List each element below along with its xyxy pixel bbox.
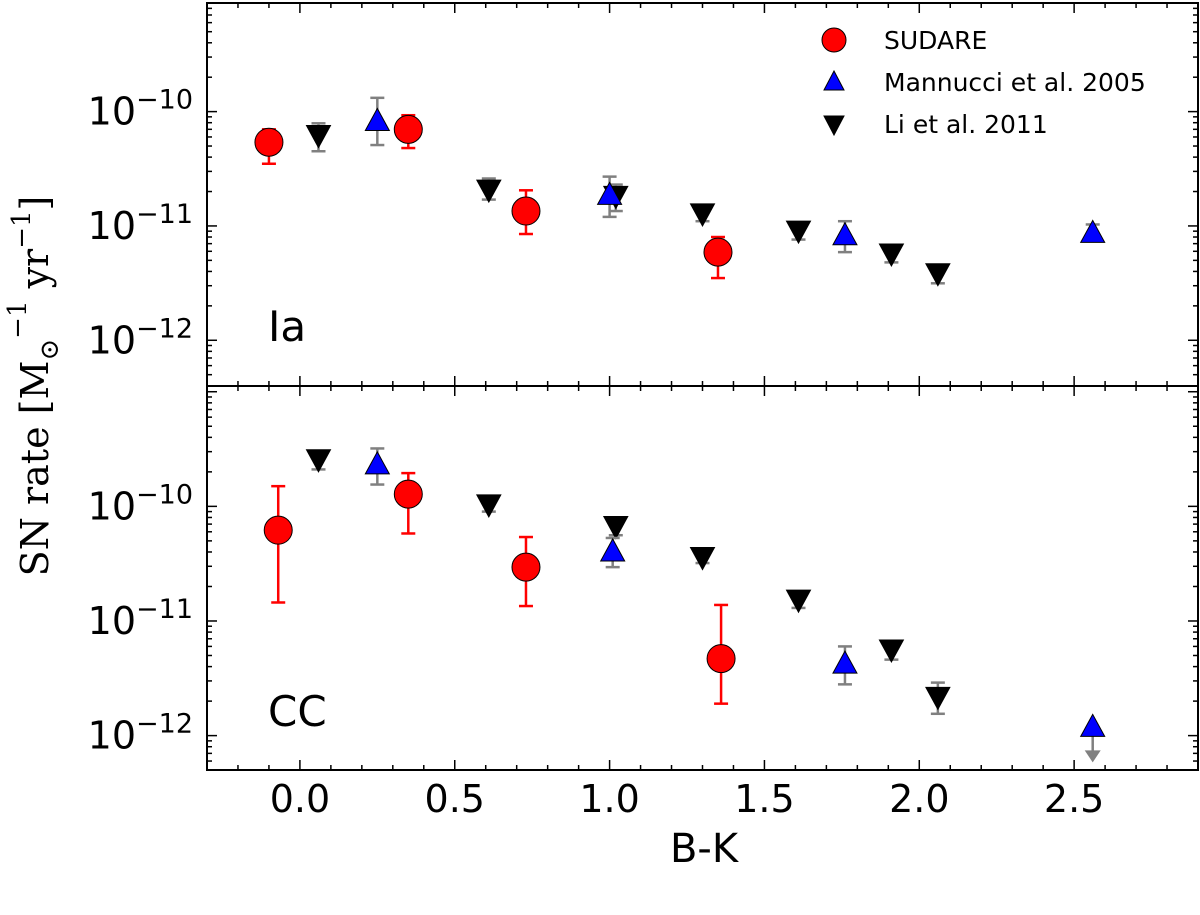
marker-triangle-down <box>475 494 502 518</box>
data-point <box>602 516 629 540</box>
y-tick-label: 10−10 <box>88 85 193 134</box>
legend: SUDARE Mannucci et al. 2005 Li et al. 2011 <box>821 26 1146 139</box>
y-tick-label: 10−11 <box>88 594 193 643</box>
data-point <box>305 449 332 473</box>
data-point <box>393 113 423 150</box>
series-mannucci <box>364 447 1106 763</box>
panels-layer: 10−10 10−11 10−12 Ia 10−10 10−11 10−12 CC 0.0 0.5… <box>88 2 1199 821</box>
marker-circle <box>393 114 423 144</box>
x-tick-label: 2.0 <box>889 777 949 821</box>
data-point <box>785 220 812 245</box>
data-point <box>925 263 951 287</box>
data-point <box>599 536 626 569</box>
data-point <box>878 243 905 268</box>
data-point <box>878 639 905 664</box>
data-point <box>832 645 858 686</box>
x-tick-labels: 0.0 0.5 1.0 1.5 2.0 2.5 <box>270 777 1105 821</box>
y-tick-label: 10−12 <box>88 313 193 362</box>
data-point <box>263 484 293 604</box>
marker-triangle-up <box>832 650 858 674</box>
plot-frame <box>206 2 1199 387</box>
marker-triangle-down <box>878 639 905 664</box>
legend-marker <box>823 115 845 137</box>
marker-triangle-up <box>599 537 626 562</box>
marker-triangle-up <box>1079 713 1106 737</box>
data-point <box>511 535 541 608</box>
legend-entry-sudare: SUDARE <box>821 26 987 55</box>
marker-circle <box>263 515 293 545</box>
marker-triangle-up <box>364 107 391 131</box>
y-tick-label: 10−12 <box>88 709 193 758</box>
data-point <box>703 235 733 280</box>
panel-ia: 10−10 10−11 10−12 Ia <box>88 2 1199 387</box>
marker-triangle-down <box>785 589 812 614</box>
data-point <box>475 494 502 518</box>
panel-label: CC <box>268 687 327 736</box>
marker-triangle-down <box>305 125 332 149</box>
marker-triangle-down <box>925 263 951 287</box>
marker-circle <box>706 644 736 674</box>
data-point <box>832 219 858 254</box>
marker-triangle-down <box>785 220 812 245</box>
data-point <box>305 122 332 153</box>
marker-triangle-up <box>1079 219 1106 243</box>
legend-marker <box>823 69 845 91</box>
data-point <box>925 681 951 716</box>
panel-label: Ia <box>268 302 306 351</box>
legend-label: Mannucci et al. 2005 <box>884 68 1146 97</box>
marker-triangle-down <box>925 686 951 711</box>
marker-circle <box>703 237 733 267</box>
marker-triangle-down <box>305 449 332 473</box>
data-point <box>596 175 623 219</box>
data-point <box>254 127 284 165</box>
legend-label: SUDARE <box>884 26 987 55</box>
legend-marker <box>821 27 847 53</box>
x-tick-label: 1.5 <box>734 777 794 821</box>
data-point <box>1079 219 1106 243</box>
x-tick-label: 0.5 <box>425 777 485 821</box>
series-sudare <box>254 113 733 280</box>
legend-entry-li: Li et al. 2011 <box>823 110 1048 139</box>
series-sudare <box>263 471 736 705</box>
x-tick-label: 1.0 <box>579 777 639 821</box>
axis-labels: B-K SN rate [M⊙−1 yr−1] <box>3 196 740 872</box>
x-tick-label: 0.0 <box>270 777 330 821</box>
data-point <box>393 471 423 535</box>
marker-triangle-down <box>878 243 905 268</box>
y-axis-label: SN rate [M⊙−1 yr−1] <box>3 196 65 577</box>
x-tick-label: 2.5 <box>1044 777 1104 821</box>
marker-triangle-down <box>602 516 629 540</box>
data-point <box>364 447 391 486</box>
legend-label: Li et al. 2011 <box>884 110 1048 139</box>
x-axis-label: B-K <box>670 826 740 872</box>
marker-circle <box>393 479 423 509</box>
series-mannucci <box>364 96 1106 254</box>
marker-triangle-up <box>364 450 391 475</box>
data-point <box>364 96 391 147</box>
data-point <box>785 589 812 614</box>
data-point <box>511 189 541 236</box>
y-tick-label: 10−11 <box>88 199 193 248</box>
data-point <box>689 203 716 227</box>
y-tick-label: 10−10 <box>88 479 193 528</box>
marker-circle <box>254 127 284 157</box>
marker-triangle-up <box>832 221 858 246</box>
data-point <box>706 603 736 705</box>
marker-triangle-down <box>689 547 716 571</box>
plot-frame <box>206 385 1199 771</box>
panel-cc: 10−10 10−11 10−12 CC <box>88 385 1199 771</box>
data-point <box>475 177 502 204</box>
marker-triangle-up <box>596 181 623 205</box>
upper-limit-arrow <box>1084 750 1101 763</box>
legend-entry-mannucci: Mannucci et al. 2005 <box>823 68 1146 97</box>
data-point <box>1079 713 1106 763</box>
marker-triangle-down <box>475 179 502 204</box>
marker-circle <box>511 552 541 582</box>
data-point <box>689 547 716 571</box>
marker-circle <box>511 196 541 226</box>
marker-triangle-down <box>689 203 716 227</box>
series-li <box>305 449 951 716</box>
